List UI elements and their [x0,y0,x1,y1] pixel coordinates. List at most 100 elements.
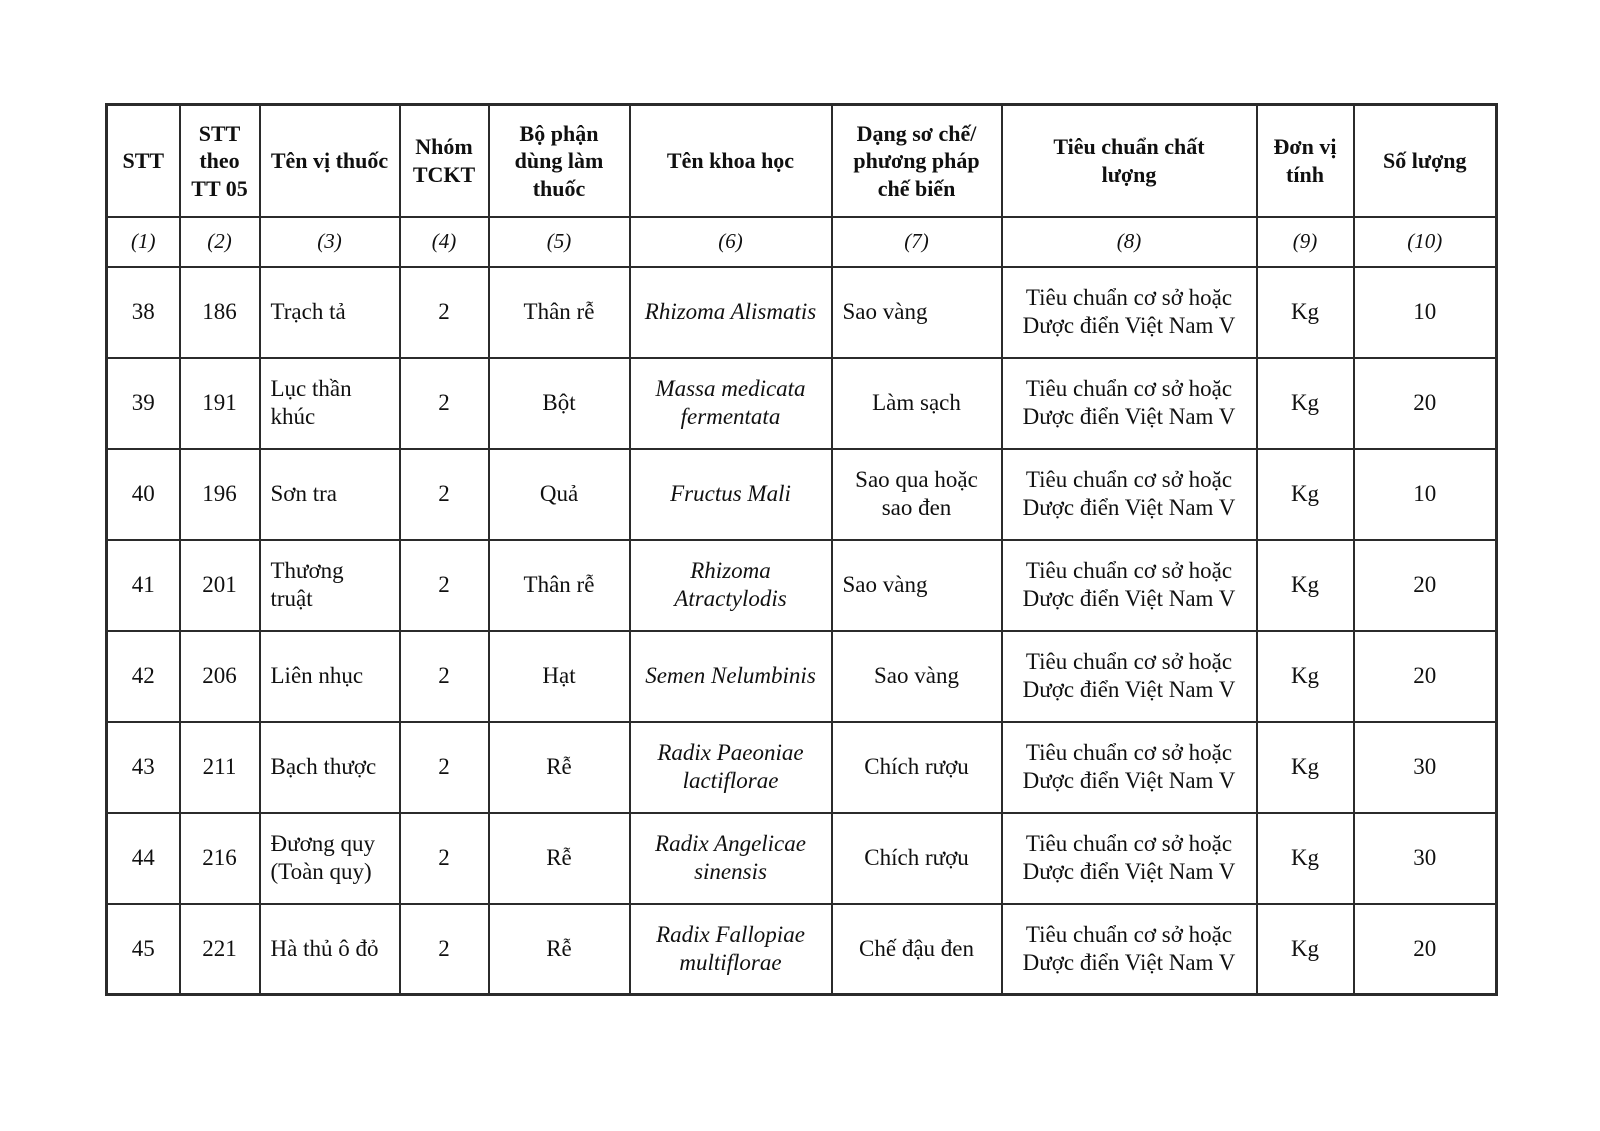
column-header-label: Tên khoa học [666,148,795,173]
cell-bo-phan: Quả [487,447,631,541]
column-header-tieu-chuan: Tiêu chuẩn chất lượng [1000,103,1258,218]
table-row: 42 206 Liên nhục 2 Hạt Semen Nelumbinis Sao và… [105,629,1498,723]
cell-don-vi: Kg [1255,356,1355,450]
cell-stt-theo-tt05: 191 [178,356,261,450]
ordinal-cell: (9) [1255,215,1355,268]
cell-tieu-chuan: Tiêu chuẩn cơ sở hoặc Dược điển Việt Nam… [1000,811,1258,905]
column-header-label: STT [122,148,165,173]
cell-ten-khoa-hoc: Radix Angelicae sinensis [628,811,833,905]
column-header-so-luong: Số lượng [1352,103,1498,218]
cell-tieu-chuan: Tiêu chuẩn cơ sở hoặc Dược điển Việt Nam… [1000,629,1258,723]
cell-tieu-chuan: Tiêu chuẩn cơ sở hoặc Dược điển Việt Nam… [1000,538,1258,632]
cell-tieu-chuan: Tiêu chuẩn cơ sở hoặc Dược điển Việt Nam… [1000,356,1258,450]
table-row: 45 221 Hà thủ ô đỏ 2 Rễ Radix Fallopiae multi… [105,902,1498,996]
cell-stt: 41 [105,538,181,632]
cell-so-luong: 30 [1352,720,1498,814]
column-header-label: Đơn vị tính [1273,134,1337,187]
cell-ten-vi-thuoc: Lục thần khúc [258,356,401,450]
column-header-label: Bộ phận dùng làm thuốc [514,120,604,201]
cell-so-luong: 10 [1352,447,1498,541]
cell-ten-vi-thuoc: Sơn tra [258,447,401,541]
cell-ten-vi-thuoc: Hà thủ ô đỏ [258,902,401,996]
table-row: 39 191 Lục thần khúc 2 Bột Massa medicata fer… [105,356,1498,450]
cell-stt-theo-tt05: 206 [178,629,261,723]
table-row: 43 211 Bạch thược 2 Rễ Radix Paeoniae lactifl… [105,720,1498,814]
column-header-label: Dạng sơ chế/ phương pháp chế biến [853,120,980,201]
table-header: STT STT theo TT 05 Tên vị thuốc Nhóm TCK… [105,103,1498,268]
ordinal-cell: (7) [830,215,1003,268]
cell-don-vi: Kg [1255,811,1355,905]
cell-ten-khoa-hoc: Fructus Mali [628,447,833,541]
cell-stt: 40 [105,447,181,541]
cell-bo-phan: Hạt [487,629,631,723]
cell-ten-khoa-hoc: Radix Fallopiae multiflorae [628,902,833,996]
column-header-stt: STT [105,103,181,218]
cell-stt-theo-tt05: 216 [178,811,261,905]
header-row: STT STT theo TT 05 Tên vị thuốc Nhóm TCK… [105,103,1498,218]
column-header-dang-so-che: Dạng sơ chế/ phương pháp chế biến [830,103,1003,218]
cell-bo-phan: Rễ [487,811,631,905]
cell-ten-khoa-hoc: Radix Paeoniae lactiflorae [628,720,833,814]
cell-so-luong: 20 [1352,356,1498,450]
column-header-ten-vi-thuoc: Tên vị thuốc [258,103,401,218]
cell-ten-vi-thuoc: Trạch tả [258,265,401,359]
cell-stt: 39 [105,356,181,450]
column-header-label: Tên vị thuốc [270,148,389,173]
cell-bo-phan: Rễ [487,902,631,996]
ordinal-cell: (3) [258,215,401,268]
cell-don-vi: Kg [1255,629,1355,723]
cell-so-luong: 10 [1352,265,1498,359]
cell-so-che: Làm sạch [830,356,1003,450]
cell-nhom-tckt: 2 [398,720,490,814]
ordinal-cell: (6) [628,215,833,268]
cell-ten-vi-thuoc: Bạch thược [258,720,401,814]
table-row: 40 196 Sơn tra 2 Quả Fructus Mali Sao qua hoặc… [105,447,1498,541]
column-header-nhom-tckt: Nhóm TCKT [398,103,490,218]
cell-tieu-chuan: Tiêu chuẩn cơ sở hoặc Dược điển Việt Nam… [1000,720,1258,814]
table-row: 44 216 Đương quy (Toàn quy) 2 Rễ Radix Angeli… [105,811,1498,905]
cell-don-vi: Kg [1255,447,1355,541]
cell-so-che: Sao qua hoặc sao đen [830,447,1003,541]
cell-ten-vi-thuoc: Liên nhục [258,629,401,723]
cell-so-luong: 30 [1352,811,1498,905]
cell-don-vi: Kg [1255,265,1355,359]
cell-so-luong: 20 [1352,629,1498,723]
cell-so-che: Chích rượu [830,720,1003,814]
cell-stt: 44 [105,811,181,905]
cell-don-vi: Kg [1255,720,1355,814]
cell-ten-vi-thuoc: Đương quy (Toàn quy) [258,811,401,905]
cell-so-che: Chích rượu [830,811,1003,905]
ordinal-cell: (4) [398,215,490,268]
cell-tieu-chuan: Tiêu chuẩn cơ sở hoặc Dược điển Việt Nam… [1000,265,1258,359]
cell-stt-theo-tt05: 211 [178,720,261,814]
cell-nhom-tckt: 2 [398,447,490,541]
cell-bo-phan: Bột [487,356,631,450]
herbal-medicine-table: STT STT theo TT 05 Tên vị thuốc Nhóm TCK… [105,103,1498,996]
cell-bo-phan: Thân rễ [487,265,631,359]
cell-stt-theo-tt05: 221 [178,902,261,996]
column-header-label: Số lượng [1383,148,1467,173]
cell-bo-phan: Thân rễ [487,538,631,632]
column-header-stt-theo-tt05: STT theo TT 05 [178,103,261,218]
cell-so-che: Chế đậu đen [830,902,1003,996]
cell-stt: 43 [105,720,181,814]
cell-ten-vi-thuoc: Thương truật [258,538,401,632]
table-row: 38 186 Trạch tả 2 Thân rễ Rhizoma Alismatis Sa… [105,265,1498,359]
ordinal-cell: (10) [1352,215,1498,268]
cell-nhom-tckt: 2 [398,538,490,632]
cell-ten-khoa-hoc: Rhizoma Atractylodis [628,538,833,632]
cell-bo-phan: Rễ [487,720,631,814]
column-header-ten-khoa-hoc: Tên khoa học [628,103,833,218]
ordinal-cell: (2) [178,215,261,268]
cell-so-che: Sao vàng [830,629,1003,723]
cell-stt-theo-tt05: 186 [178,265,261,359]
cell-nhom-tckt: 2 [398,811,490,905]
cell-stt: 38 [105,265,181,359]
cell-nhom-tckt: 2 [398,902,490,996]
cell-stt-theo-tt05: 196 [178,447,261,541]
cell-ten-khoa-hoc: Massa medicata fermentata [628,356,833,450]
cell-so-luong: 20 [1352,538,1498,632]
ordinal-cell: (8) [1000,215,1258,268]
cell-nhom-tckt: 2 [398,265,490,359]
